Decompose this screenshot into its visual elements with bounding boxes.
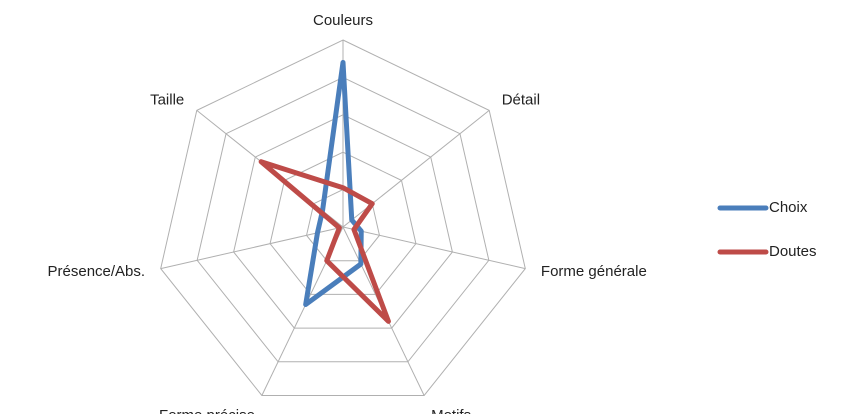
axis-label: Détail <box>502 91 540 108</box>
axis-label: Présence/Abs. <box>48 263 146 280</box>
axis-label: Motifs <box>431 407 471 414</box>
legend-label: Choix <box>769 199 808 216</box>
axis-label: Taille <box>150 91 184 108</box>
axis-spoke <box>160 226 344 270</box>
legend-label: Doutes <box>769 243 817 260</box>
grid-ring <box>233 114 453 329</box>
grid-ring <box>305 189 381 262</box>
axis-spoke <box>342 226 526 270</box>
series-line <box>258 159 391 324</box>
axis-label: Forme générale <box>541 263 647 280</box>
grid-ring <box>160 39 526 396</box>
axis-spoke <box>342 110 490 228</box>
axis-label: Forme précise <box>159 407 255 414</box>
grid-ring <box>269 151 417 295</box>
axis-label: Couleurs <box>313 12 373 29</box>
grid-ring <box>196 76 490 363</box>
